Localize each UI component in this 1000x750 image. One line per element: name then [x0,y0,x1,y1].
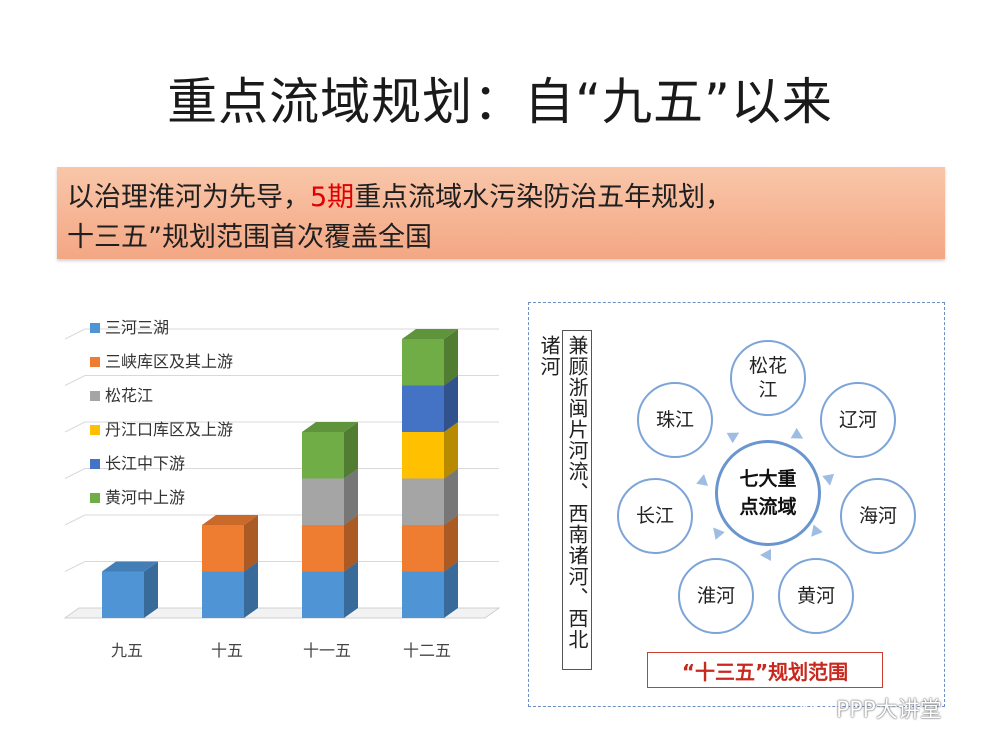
cycle-arrow-icon [760,549,771,561]
bar-side [444,515,458,572]
x-tick-label: 十一五 [303,641,351,660]
bar-segment [402,329,458,386]
bar-side [244,515,258,572]
river-node-label: 黄河 [796,585,835,607]
cycle-arrow-icon [811,524,823,537]
banner-line-2: 十三五”规划范围首次覆盖全国 [67,222,432,253]
grid-line-back [64,514,86,526]
banner-line-1: 以治理淮河为先导，5期重点流域水污染防治五年规划， [67,175,732,214]
watermark-text: PPP大讲堂 [836,698,942,723]
bar-front [302,478,344,525]
bar-front [402,339,444,386]
cycle-arrow-icon [822,473,835,486]
banner-line-1-prefix: 以治理淮河为先导， [67,182,310,213]
bar-segment [102,561,158,618]
bar-side [344,468,358,525]
river-node-songhua: 松花江 [730,340,806,416]
grid-line-back [64,561,86,572]
cycle-arrow-icon [713,527,725,540]
chart-floor [63,607,501,619]
river-node-label: 长江 [635,505,674,527]
wechat-icon [803,699,830,717]
x-tick-label: 十五 [211,641,243,660]
legend-label: 松花江 [105,386,153,405]
summary-banner: 以治理淮河为先导，5期重点流域水污染防治五年规划， 十三五”规划范围首次覆盖全国 [57,167,945,259]
grid-line-back [64,468,86,479]
bar-front [402,571,444,618]
bar-segment [202,515,258,572]
bar-front [402,432,444,479]
scope-label: “十三五”规划范围 [647,652,883,688]
bar-front [102,571,144,618]
legend-label: 长江中下游 [105,454,185,473]
bar-front [202,525,244,572]
bar-front [302,525,344,572]
x-tick-label: 十二五 [403,641,451,660]
vertical-note-box: 兼顾浙闽片河流、西南诸河、西北诸河 [537,330,592,670]
bar-side [344,515,358,572]
legend-swatch [90,323,100,333]
river-node-zhu: 珠江 [637,382,713,458]
river-node-label: 海河 [858,505,897,527]
cycle-arrow-icon [726,432,740,444]
bar-top [102,561,158,572]
river-node-hai: 海河 [840,478,916,554]
bar-top [302,422,358,432]
bar-front [202,571,244,618]
legend-swatch [90,357,100,367]
legend-swatch [90,425,100,435]
legend-label: 黄河中上游 [105,488,185,507]
legend-swatch [90,459,100,469]
bar-top [202,515,258,525]
bar-side [444,422,458,479]
watermark: PPP大讲堂 [802,692,942,724]
bar-front [302,432,344,479]
cycle-arrow-icon [790,427,804,439]
bar-side [244,561,258,618]
stacked-bar-chart: 九五 十五 十一五 十二五 三河三湖三峡库区及其上游松花江丹江口库区及上游长江中下游黄河… [63,318,501,660]
grid-line-back [64,421,86,433]
river-node-label: 珠江 [655,409,694,431]
river-node-liao: 辽河 [820,382,896,458]
vertical-note-text: 兼顾浙闽片河流、西南诸河、西北诸河 [537,335,589,650]
bar-side [444,561,458,618]
legend-swatch [90,391,100,401]
bar-side [444,329,458,386]
river-node-huang: 黄河 [778,558,854,634]
river-node-label: 江 [758,379,778,401]
cycle-arrow-icon [696,473,709,486]
center-node: 七大重 点流域 [715,440,821,546]
river-node-label: 松花 [748,355,787,377]
bar-top [402,329,458,339]
banner-line-1-suffix: 重点流域水污染防治五年规划， [354,182,733,213]
river-node-label: 淮河 [696,585,735,607]
slide-title: 重点流域规划：自“九五”以来 [167,73,833,131]
bar-side [444,468,458,525]
river-node-huai: 淮河 [678,558,754,634]
bar-side [444,375,458,432]
x-tick-label: 九五 [111,641,143,660]
bar-side [344,561,358,618]
bar-side [344,422,358,479]
river-node-label: 辽河 [838,409,877,431]
diagram-frame [528,302,945,707]
grid-line-back [64,375,86,386]
bar-front [402,478,444,525]
bar-side [144,561,158,618]
center-line-2: 点流域 [739,496,797,518]
river-node-chang: 长江 [617,478,693,554]
bar-front [402,385,444,432]
bar-front [302,571,344,618]
center-line-1: 七大重 [739,468,797,490]
legend-label: 三河三湖 [105,318,169,337]
bar-front [402,525,444,572]
legend-swatch [90,493,100,503]
grid-line-back [64,328,86,340]
legend-label: 丹江口库区及上游 [105,420,233,439]
bar-segment [302,422,358,479]
banner-highlight: 5期 [310,182,355,213]
legend-label: 三峡库区及其上游 [105,352,233,371]
